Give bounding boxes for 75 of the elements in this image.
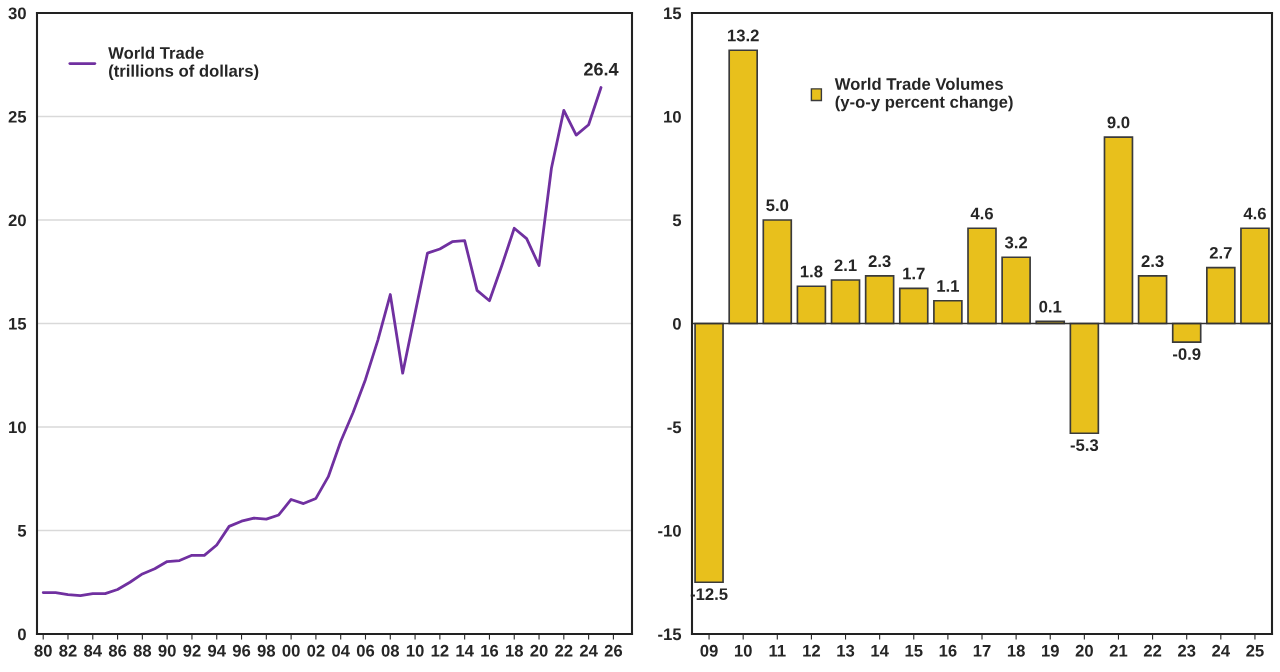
data-label: -0.9 [1173,348,1201,360]
data-label: 5.0 [766,199,789,212]
x-tick-label: 08 [381,644,400,657]
x-tick-label: 19 [1042,644,1059,657]
x-tick-label: 14 [871,645,889,657]
y-tick-label: 5 [672,214,682,227]
x-tick-label: 21 [1109,644,1128,657]
x-tick-label: 26 [604,644,623,657]
y-tick-label: 5 [17,525,27,537]
x-tick-label: 18 [506,644,523,657]
legend-label: World Trade Volumes (y-o-y percent change) [834,77,1013,112]
x-tick-label: 24 [579,644,598,657]
x-tick-label: 12 [431,644,449,657]
y-tick-label: 15 [9,318,27,330]
x-tick-label: 10 [406,644,424,657]
data-label: 2.3 [1141,255,1164,268]
data-label: 0.1 [1039,300,1062,313]
y-tick-label: 0 [672,317,681,330]
data-label: 4.6 [970,207,993,220]
y-tick-label: -15 [658,628,682,641]
x-tick-label: 20 [530,644,548,657]
x-tick-label: 17 [973,645,991,657]
data-label: 4.6 [1243,207,1266,220]
x-tick-label: 22 [555,644,573,657]
x-tick-label: 02 [307,644,325,657]
x-tick-label: 11 [769,645,786,657]
data-label: 13.2 [728,29,759,42]
data-label: 2.1 [834,259,857,272]
x-tick-label: 18 [1007,644,1025,657]
y-tick-label: 0 [17,628,26,641]
x-tick-label: 24 [1212,644,1230,657]
x-tick-label: 98 [257,644,276,657]
x-tick-label: 09 [700,644,718,657]
data-label: 26.4 [584,62,619,76]
x-tick-label: 20 [1075,644,1093,657]
data-label: 1.8 [800,265,823,278]
x-tick-label: 12 [803,644,821,657]
data-label: 1.7 [903,267,925,280]
data-label: 9.0 [1107,116,1130,129]
y-tick-label: 20 [8,214,26,227]
x-tick-label: 90 [158,644,176,657]
line-series [41,86,603,598]
y-tick-label: 10 [664,110,681,123]
x-tick-label: 82 [59,644,77,657]
x-tick-label: 04 [332,644,350,657]
data-label: 3.2 [1004,236,1028,249]
x-tick-label: 84 [84,644,102,657]
x-tick-label: 25 [1246,644,1264,657]
x-tick-label: 16 [481,644,499,657]
y-tick-label: 10 [9,421,26,434]
y-tick-label: -10 [658,524,681,537]
x-tick-label: 23 [1178,644,1196,657]
y-tick-label: 30 [8,7,26,20]
data-label: 2.3 [868,255,891,268]
x-tick-label: 94 [208,644,226,657]
x-tick-label: 06 [356,644,375,657]
x-tick-label: 16 [939,644,957,657]
y-tick-label: -5 [667,421,682,434]
x-tick-label: 80 [34,644,52,657]
x-tick-label: 92 [183,644,201,657]
y-tick-label: 15 [664,7,682,20]
x-tick-label: 10 [734,644,752,657]
x-tick-label: 86 [108,644,127,657]
legend-label: World Trade (trillions of dollars) [108,46,259,81]
x-tick-label: 00 [282,644,300,657]
data-label: 2.7 [1209,246,1232,259]
data-label: 1.1 [937,280,959,292]
x-tick-label: 15 [905,645,923,657]
x-tick-label: 96 [232,644,251,657]
x-tick-label: 13 [837,644,855,657]
y-tick-label: 25 [8,110,27,123]
x-tick-label: 88 [133,644,152,657]
x-tick-label: 22 [1143,644,1162,657]
x-tick-label: 14 [456,645,474,657]
data-label: -5.3 [1070,439,1099,452]
